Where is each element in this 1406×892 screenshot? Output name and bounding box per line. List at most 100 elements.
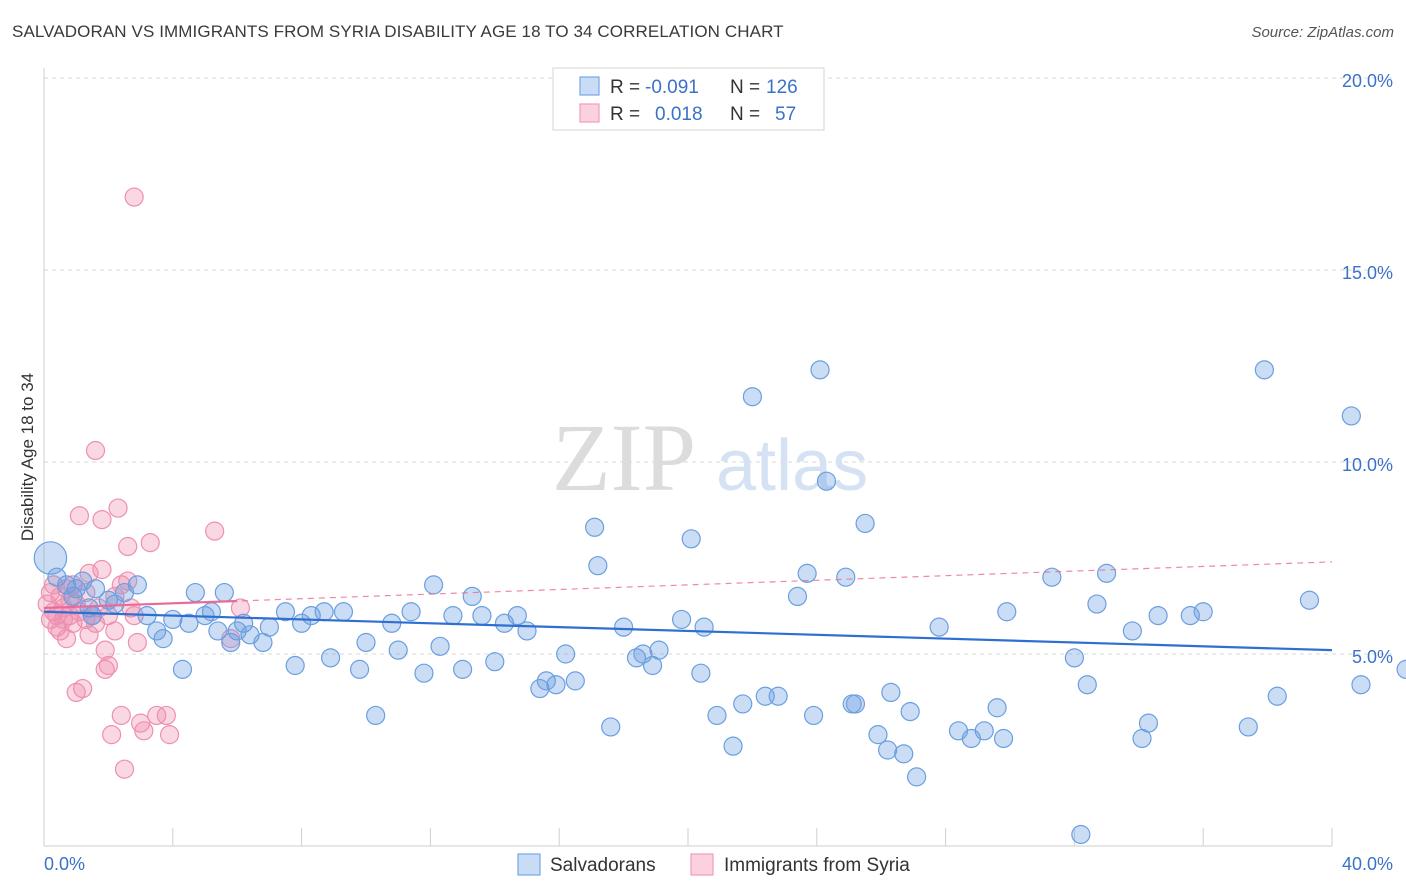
salvadoran-point [33, 541, 68, 575]
legend-r-value-blue: -0.091 [645, 77, 699, 98]
salvadoran-point [430, 636, 450, 656]
salvadoran-point [907, 767, 927, 787]
legend-n-value-blue: 126 [766, 77, 798, 98]
salvadoran-point [1267, 686, 1287, 706]
salvadoran-point [63, 586, 83, 607]
salvadoran-point [414, 663, 434, 683]
salvadoran-point [517, 621, 537, 641]
salvadoran-point [993, 728, 1014, 749]
salvadoran-point [649, 640, 669, 660]
watermark-zip: ZIP [552, 404, 696, 511]
salvadoran-point [285, 655, 305, 676]
syria-point [73, 678, 93, 699]
y-tick-labels: 5.0% 10.0% 15.0% 20.0% [1342, 71, 1393, 667]
syria-point [102, 725, 122, 745]
salvadoran-point [836, 567, 856, 587]
salvadoran-point [1087, 594, 1107, 614]
salvadoran-point [208, 621, 228, 641]
salvadoran-point [472, 605, 492, 626]
salvadoran-point [868, 725, 888, 745]
salvadoran-point [56, 575, 77, 595]
syria-point [92, 559, 112, 580]
salvadoran-point [356, 632, 376, 653]
x-tick-labels: 0.0% 40.0% [44, 854, 1393, 874]
salvadoran-point [314, 602, 334, 622]
salvadoran-point [588, 556, 608, 576]
salvadoran-point [485, 652, 505, 672]
salvadoran-point [185, 582, 205, 603]
syria-point [159, 725, 180, 745]
salvadoran-point [601, 717, 621, 737]
chart-title: SALVADORAN VS IMMIGRANTS FROM SYRIA DISA… [12, 22, 784, 41]
watermark: ZIP atlas [552, 404, 868, 511]
syria-point [98, 655, 119, 676]
salvadoran-point [1096, 563, 1117, 583]
salvadoran-point [530, 678, 550, 699]
y-axis-title: Disability Age 18 to 34 [18, 373, 37, 541]
salvadoran-point [787, 586, 808, 607]
salvadoran-point [803, 705, 824, 726]
salvadoran-point [507, 605, 527, 626]
y-tick-label-10: 10.0% [1342, 455, 1393, 475]
salvadoran-point [1238, 717, 1258, 737]
salvadoran-point [259, 617, 279, 637]
salvadoran-point [1299, 590, 1320, 610]
syria-point [85, 440, 106, 461]
salvadoran-point [585, 517, 605, 537]
syria-point [79, 625, 99, 645]
salvadoran-point [723, 736, 743, 756]
salvadoran-point [1193, 602, 1213, 622]
syria-point [140, 533, 160, 553]
syria-point [147, 705, 167, 726]
y-tick-label-5: 5.0% [1352, 647, 1393, 667]
syria-point [69, 506, 90, 526]
syria-point [127, 632, 147, 653]
salvadoran-point [894, 744, 914, 764]
x-tick-label-min: 0.0% [44, 854, 85, 874]
salvadoran-point [671, 609, 692, 630]
salvadoran-point [997, 602, 1017, 622]
salvadoran-point [201, 602, 222, 622]
salvadoran-point [565, 671, 585, 691]
salvadoran-point [1064, 648, 1085, 668]
source-label: Source: ZipAtlas.com [1251, 24, 1394, 41]
x-tick-label-max: 40.0% [1342, 854, 1393, 874]
salvadoran-point [707, 705, 727, 726]
bottom-legend-swatch-blue [517, 853, 541, 876]
salvadoran-point [1341, 406, 1361, 426]
syria-point [118, 571, 138, 591]
salvadoran-point [878, 740, 898, 760]
salvadoran-point [797, 563, 817, 583]
salvadoran-point [613, 617, 634, 637]
syria-point [131, 713, 151, 733]
bottom-legend-swatch-pink [690, 853, 714, 876]
syria-point [114, 759, 135, 779]
salvadoran-point [1042, 567, 1062, 587]
salvadoran-point [929, 617, 949, 637]
syria-point [156, 705, 176, 726]
salvadoran-point [810, 360, 830, 380]
syria-point [105, 621, 125, 641]
syria-point [205, 521, 225, 541]
legend-swatch-blue [579, 76, 600, 96]
salvadoran-point [82, 605, 102, 626]
legend-r-value-pink: 0.018 [655, 104, 703, 125]
salvadoran-point [179, 613, 199, 633]
salvadoran-point [1071, 824, 1091, 845]
trend-line-salvadorans [43, 610, 1333, 652]
y-tick-label-15: 15.0% [1342, 263, 1393, 283]
salvadoran-point [85, 579, 106, 599]
salvadoran-point [881, 682, 901, 703]
trend-line-syria-dashed [43, 561, 1333, 609]
trend-lines [43, 561, 1333, 652]
salvadoran-point [214, 582, 234, 603]
salvadoran-point [443, 605, 463, 626]
series-syria-points [37, 187, 251, 779]
salvadoran-point [900, 701, 920, 722]
salvadoran-point [147, 621, 167, 641]
syria-point [111, 705, 131, 726]
salvadoran-point [1122, 621, 1142, 641]
salvadoran-point [401, 602, 421, 622]
legend-n-label-blue: N = [730, 77, 760, 98]
salvadoran-point [742, 387, 763, 407]
